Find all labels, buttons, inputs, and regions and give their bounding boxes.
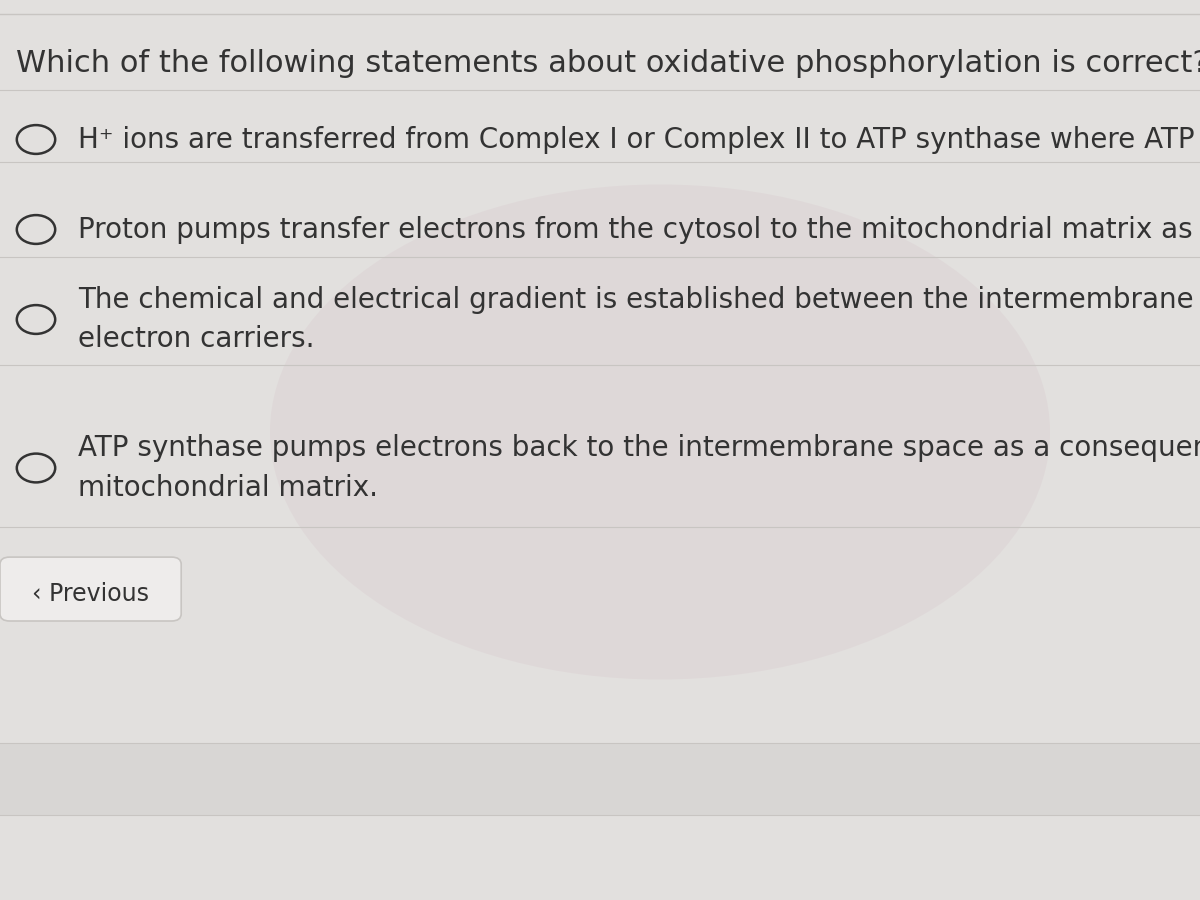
Text: H⁺ ions are transferred from Complex I or Complex II to ATP synthase where ATP p: H⁺ ions are transferred from Complex I o… bbox=[78, 125, 1200, 154]
Ellipse shape bbox=[270, 184, 1050, 680]
Text: Which of the following statements about oxidative phosphorylation is correct?: Which of the following statements about … bbox=[16, 50, 1200, 78]
Text: ‹ Previous: ‹ Previous bbox=[32, 582, 149, 606]
Bar bbox=[0, 742, 1200, 814]
Text: Proton pumps transfer electrons from the cytosol to the mitochondrial matrix as : Proton pumps transfer electrons from the… bbox=[78, 215, 1200, 244]
Text: The chemical and electrical gradient is established between the intermembrane sp: The chemical and electrical gradient is … bbox=[78, 286, 1200, 353]
Text: ATP synthase pumps electrons back to the intermembrane space as a consequence of: ATP synthase pumps electrons back to the… bbox=[78, 435, 1200, 501]
FancyBboxPatch shape bbox=[0, 557, 181, 621]
